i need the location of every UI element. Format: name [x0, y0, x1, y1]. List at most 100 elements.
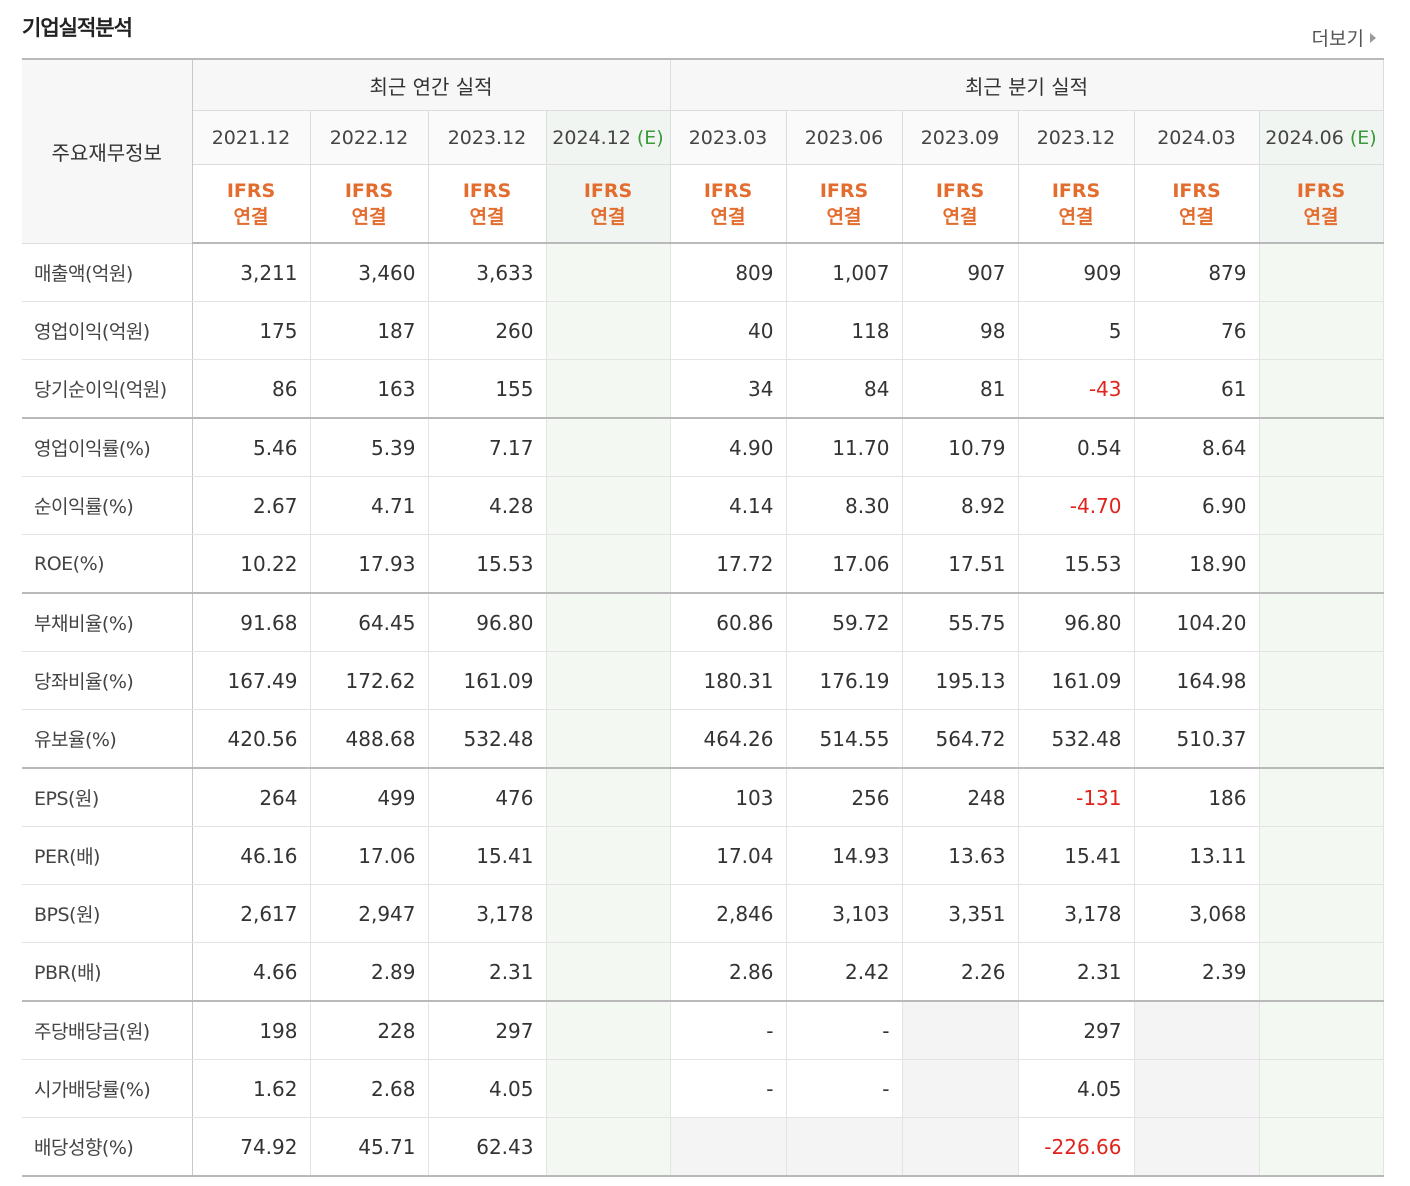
table-cell: 3,068	[1134, 884, 1260, 943]
more-link[interactable]: 더보기	[1312, 24, 1376, 51]
table-cell: 297	[1018, 1001, 1135, 1060]
table-cell: 10.79	[902, 418, 1019, 477]
table-cell	[1259, 534, 1384, 594]
table-cell: -	[669, 1059, 787, 1118]
column-date: 2022.12	[329, 126, 409, 149]
column-date: 2023.03	[688, 126, 768, 149]
row-label: 순이익률(%)	[22, 476, 193, 535]
table-cell: 2.86	[669, 942, 787, 1002]
column-date-header: 2021.12	[192, 110, 311, 165]
table-cell: 17.72	[669, 534, 787, 594]
consolidated-label: 연결	[826, 205, 862, 228]
table-cell: -	[669, 1001, 787, 1060]
row-label: PER(배)	[22, 826, 193, 885]
table-cell: -4.70	[1018, 476, 1135, 535]
ifrs-basis-header: IFRS 연결	[546, 164, 671, 244]
table-cell: 2.39	[1134, 942, 1260, 1002]
table-row: 배당성향(%) 74.92 45.71 62.43 -226.66	[22, 1117, 1384, 1177]
table-cell: 256	[786, 768, 903, 827]
table-cell: 4.90	[669, 418, 787, 477]
column-date: 2024.03	[1157, 126, 1236, 149]
table-row: 주당배당금(원) 198 228 297- -297	[22, 1001, 1384, 1060]
table-cell: 180.31	[669, 651, 787, 710]
ifrs-label: IFRS	[344, 179, 394, 202]
table-cell: 5.39	[310, 418, 429, 477]
row-label: 영업이익(억원)	[22, 301, 193, 360]
table-row: 영업이익(억원) 175 187 260 40 118 98 5 76	[22, 301, 1384, 360]
table-cell	[1259, 1001, 1384, 1060]
table-cell: 81	[902, 359, 1019, 419]
table-cell: 176.19	[786, 651, 903, 710]
table-cell: 74.92	[192, 1117, 311, 1177]
table-row: PBR(배) 4.66 2.89 2.31 2.86 2.42 2.26 2.31 2.39	[22, 942, 1384, 1002]
table-cell	[546, 709, 671, 769]
table-cell: 167.49	[192, 651, 311, 710]
table-cell: 13.11	[1134, 826, 1260, 885]
table-cell: 186	[1134, 768, 1260, 827]
table-cell: 2.31	[1018, 942, 1135, 1002]
consolidated-label: 연결	[1058, 205, 1094, 228]
table-cell	[1259, 884, 1384, 943]
table-cell: 10.22	[192, 534, 311, 594]
table-cell	[786, 1117, 903, 1177]
table-cell: 420.56	[192, 709, 311, 769]
table-cell: 2.31	[428, 942, 547, 1002]
table-cell: 2,617	[192, 884, 311, 943]
table-row: 순이익률(%) 2.67 4.71 4.28 4.14 8.30 8.92 -4.70 6.90	[22, 476, 1384, 535]
consolidated-label: 연결	[710, 205, 746, 228]
row-label: PBR(배)	[22, 942, 193, 1002]
table-cell: 17.06	[786, 534, 903, 594]
table-cell: 34	[669, 359, 787, 419]
column-date-header: 2023.09	[902, 110, 1019, 165]
table-cell: 17.51	[902, 534, 1019, 594]
table-cell: 297	[428, 1001, 547, 1060]
table-cell	[546, 1001, 671, 1060]
table-cell: 6.90	[1134, 476, 1260, 535]
table-cell: 64.45	[310, 593, 429, 652]
table-cell: 40	[669, 301, 787, 360]
table-cell	[1134, 1001, 1260, 1060]
table-cell: 76	[1134, 301, 1260, 360]
table-cell: 2.42	[786, 942, 903, 1002]
table-cell: 13.63	[902, 826, 1019, 885]
section-title: 기업실적분석	[22, 16, 133, 40]
table-cell: 3,633	[428, 243, 547, 302]
table-cell	[546, 768, 671, 827]
table-cell: 15.41	[428, 826, 547, 885]
table-cell: 17.06	[310, 826, 429, 885]
row-label: 부채비율(%)	[22, 593, 193, 652]
table-cell: 1,007	[786, 243, 903, 302]
table-cell	[1259, 1059, 1384, 1118]
table-cell: 476	[428, 768, 547, 827]
table-cell: 55.75	[902, 593, 1019, 652]
consolidated-label: 연결	[590, 205, 626, 228]
table-cell	[1259, 1117, 1384, 1177]
table-cell: 45.71	[310, 1117, 429, 1177]
table-cell: 4.14	[669, 476, 787, 535]
table-cell	[1259, 476, 1384, 535]
table-row: EPS(원) 264 499 476 103 256 248 -131 186	[22, 768, 1384, 827]
table-cell: 3,178	[428, 884, 547, 943]
table-cell	[546, 826, 671, 885]
table-cell: 248	[902, 768, 1019, 827]
row-label: 당좌비율(%)	[22, 651, 193, 710]
table-cell: 4.28	[428, 476, 547, 535]
table-row: 부채비율(%) 91.68 64.45 96.80 60.86 59.72 55.75 96.…	[22, 593, 1384, 652]
financial-table: 주요재무정보 최근 연간 실적 최근 분기 실적 2021.12 2022.12 2…	[22, 58, 1384, 1177]
column-date: 2024.12	[552, 126, 631, 149]
row-label: 영업이익률(%)	[22, 418, 193, 477]
table-cell: 60.86	[669, 593, 787, 652]
table-cell: 175	[192, 301, 311, 360]
table-cell	[1259, 593, 1384, 652]
column-date-header: 2024.03	[1134, 110, 1260, 165]
table-cell: 61	[1134, 359, 1260, 419]
table-cell	[546, 942, 671, 1002]
table-cell: 59.72	[786, 593, 903, 652]
table-cell: 264	[192, 768, 311, 827]
table-cell: 879	[1134, 243, 1260, 302]
table-cell: 15.53	[1018, 534, 1135, 594]
row-label: 배당성향(%)	[22, 1117, 193, 1177]
table-cell: 198	[192, 1001, 311, 1060]
table-cell	[546, 1117, 671, 1177]
